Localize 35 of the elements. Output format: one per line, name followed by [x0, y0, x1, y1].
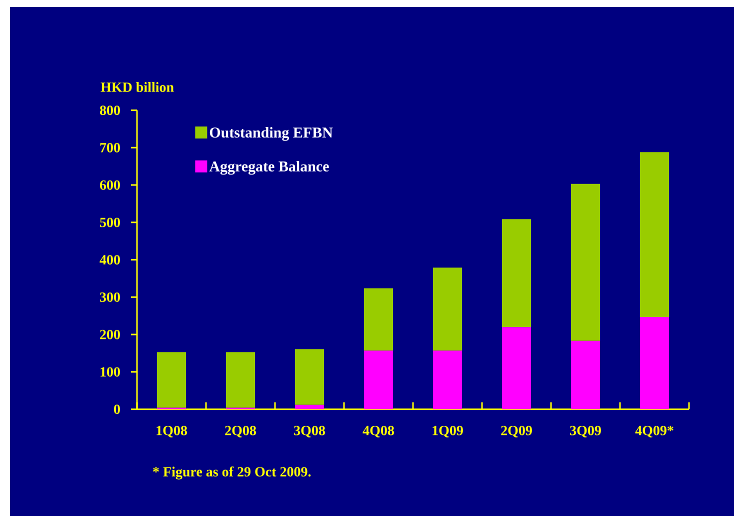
bar — [571, 340, 600, 410]
x-tick-label: 3Q09 — [570, 426, 601, 438]
y-tick-label: 100 — [100, 367, 120, 377]
text: * Figure as of 29 Oct 2009. — [153, 466, 311, 480]
legend-label: Aggregate Balance — [209, 160, 329, 175]
x-tick-label: 4Q08 — [362, 426, 394, 438]
x-tick-label: 2Q09 — [501, 426, 532, 438]
y-tick-label: 500 — [100, 218, 120, 228]
x-tick-label: 1Q09 — [432, 426, 463, 438]
bar — [640, 316, 669, 410]
y-tick-label: 200 — [100, 330, 120, 340]
x-tick-label: 2Q08 — [225, 426, 256, 438]
y-tick-label: 300 — [100, 292, 120, 302]
bar — [364, 350, 393, 410]
x-tick-label: 3Q08 — [294, 426, 325, 438]
bar — [295, 349, 324, 405]
bar — [157, 352, 186, 408]
bar — [502, 219, 531, 328]
legend-label: Outstanding EFBN — [210, 127, 333, 141]
bar — [571, 184, 600, 341]
bar — [433, 268, 462, 351]
y-axis-title: HKD billion — [100, 82, 174, 92]
bar — [502, 327, 531, 410]
bar — [433, 350, 462, 410]
bar — [295, 404, 324, 410]
y-tick-label: 600 — [100, 180, 120, 190]
bar — [364, 288, 393, 351]
x-tick-label: 1Q08 — [156, 426, 187, 438]
bar — [226, 352, 255, 408]
y-tick-label: 400 — [100, 255, 120, 265]
bar — [640, 152, 669, 317]
y-tick-label: 0 — [114, 404, 120, 414]
y-tick-label: 700 — [100, 142, 120, 152]
y-tick-label: 800 — [100, 106, 120, 116]
x-tick-label: 4Q09* — [635, 426, 674, 438]
